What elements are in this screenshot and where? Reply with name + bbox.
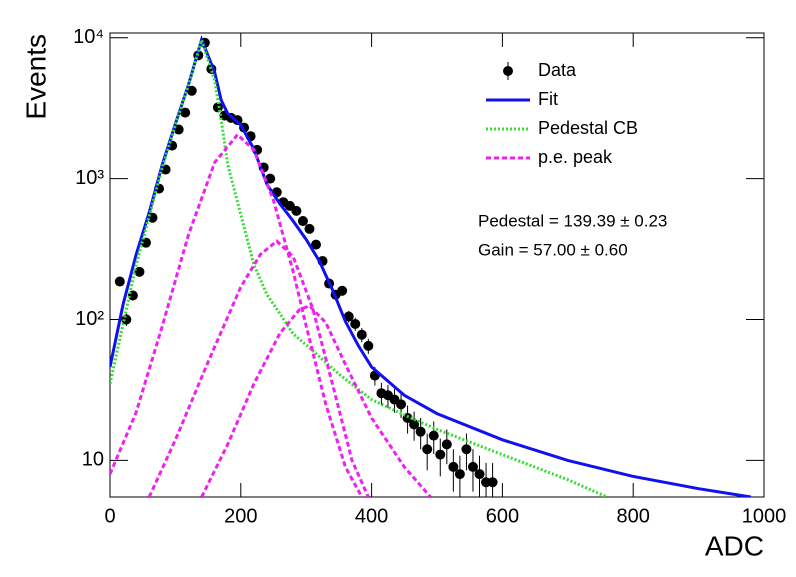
curve [110,35,608,497]
data-point [114,276,125,287]
data-point [304,223,315,234]
data-point [350,318,361,329]
x-tick-label: 400 [355,505,388,527]
x-tick-label: 600 [486,505,519,527]
x-tick-label: 200 [224,505,257,527]
y-axis-label: Events [20,34,51,120]
data-point [311,239,322,250]
data-point [487,477,498,488]
curve [110,132,432,497]
data-point [396,399,407,410]
y-tick-label: 10 [82,449,104,471]
data-point [441,439,452,450]
y-tick-label: 10⁴ [73,26,104,48]
y-tick-label: 10² [75,308,104,330]
data-point [356,329,367,340]
annotation: Gain = 57.00 ± 0.60 [478,240,628,259]
data-point [343,311,354,322]
legend-label: Pedestal CB [538,118,638,138]
data-point [140,237,151,248]
data-point [422,444,433,455]
y-tick-label: 10³ [75,167,104,189]
data-point [474,469,485,480]
data-point [363,340,374,351]
x-axis-label: ADC [705,530,764,561]
legend-marker [503,66,513,76]
legend-label: p.e. peak [538,147,613,167]
data-point [435,449,446,460]
data-point [337,285,348,296]
data-point [428,430,439,441]
data-point [291,205,302,216]
x-tick-label: 0 [104,505,115,527]
data-point [467,461,478,472]
data-point [409,419,420,430]
data-point [454,469,465,480]
legend-label: Data [538,60,577,80]
plot-area [110,35,752,497]
data-point [186,85,197,96]
data-point [448,461,459,472]
data-point [265,173,276,184]
data-point [297,216,308,227]
data-point [180,107,191,118]
annotation: Pedestal = 139.39 ± 0.23 [478,211,667,230]
data-point [461,444,472,455]
data-point [415,426,426,437]
curve [110,35,752,497]
x-tick-label: 1000 [742,505,787,527]
plot-frame [109,32,765,498]
x-tick-label: 800 [617,505,650,527]
legend-label: Fit [538,89,558,109]
data-point [134,266,145,277]
